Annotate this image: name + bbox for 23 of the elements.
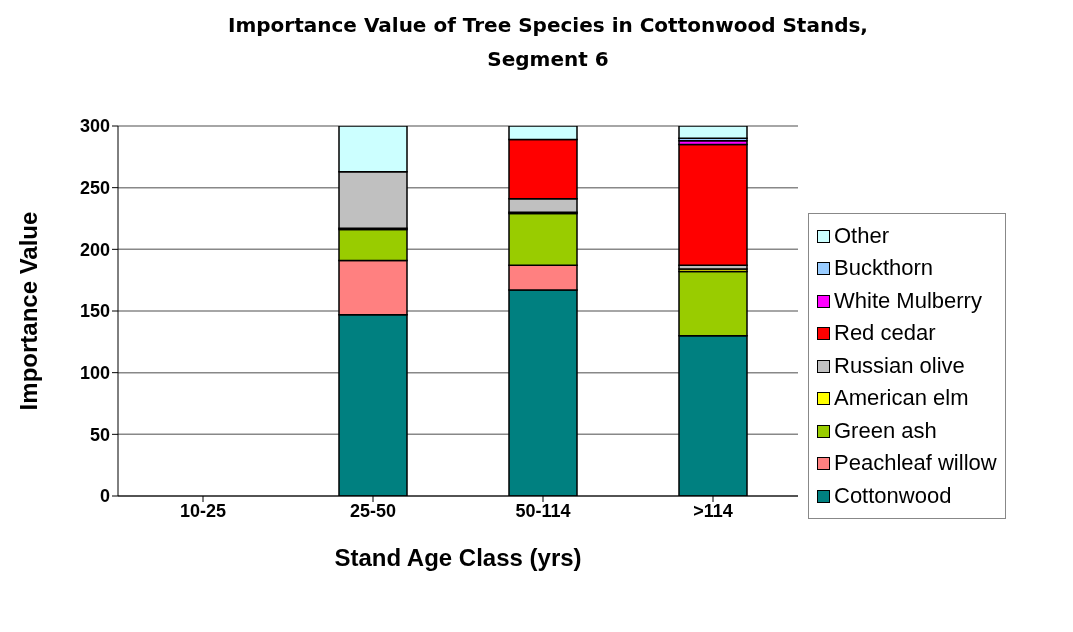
y-tick-label: 300 <box>79 116 110 137</box>
legend-label: White Mulberry <box>834 286 982 315</box>
y-tick-label: 200 <box>79 239 110 260</box>
legend-label: Buckthorn <box>834 254 934 283</box>
y-tick-label: 50 <box>89 424 110 445</box>
x-tick-label: 25-50 <box>349 500 397 521</box>
legend-label: Russian olive <box>834 351 965 380</box>
legend-label: Peachleaf willow <box>834 449 997 478</box>
y-tick-label: 250 <box>79 178 110 199</box>
x-tick-label: >114 <box>693 500 733 521</box>
y-tick-label: 100 <box>79 363 110 384</box>
y-axis-title: Importance Value <box>14 211 42 411</box>
y-tick-label: 0 <box>99 486 110 507</box>
legend-label: Green ash <box>834 416 937 445</box>
legend-label: Other <box>834 221 890 250</box>
chart-title: Importance Value of Tree Species in Cottonwood Stands, Segment 6 <box>227 12 869 73</box>
x-tick-label: 10-25 <box>179 500 227 521</box>
x-tick-label: 50-114 <box>515 500 571 521</box>
legend-label: American elm <box>834 384 969 413</box>
legend-label: Cottonwood <box>834 481 952 510</box>
x-axis-title: Stand Age Class (yrs) <box>334 544 582 571</box>
legend-label: Red cedar <box>834 319 936 348</box>
y-tick-label: 150 <box>79 301 110 322</box>
